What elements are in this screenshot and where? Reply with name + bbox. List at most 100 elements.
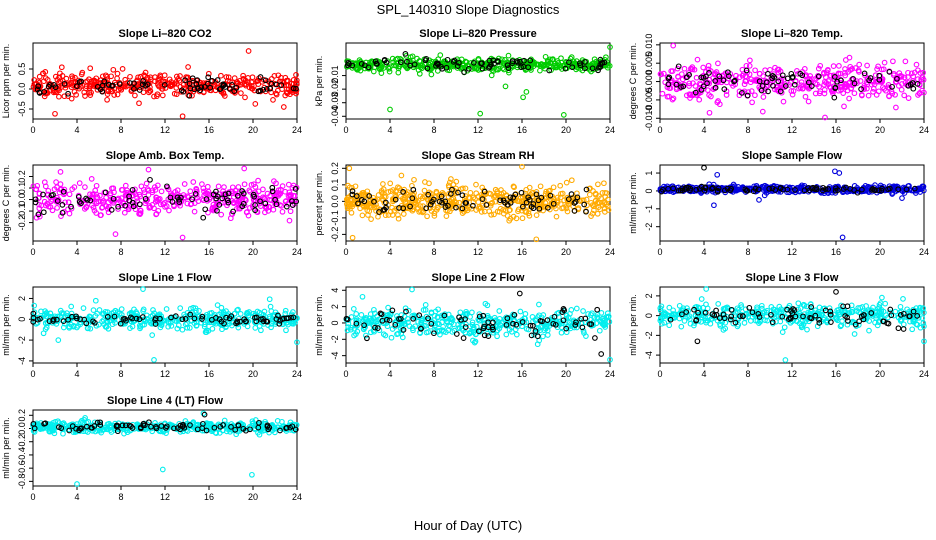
data-point bbox=[544, 332, 551, 338]
data-point bbox=[137, 207, 144, 214]
data-point bbox=[733, 72, 739, 79]
data-point bbox=[162, 85, 169, 91]
data-point bbox=[115, 203, 121, 210]
data-point bbox=[365, 64, 372, 71]
y-tick-label: 0.0 bbox=[17, 193, 27, 206]
data-point bbox=[876, 76, 883, 83]
data-point bbox=[537, 183, 544, 190]
series-0 bbox=[343, 163, 612, 243]
data-point bbox=[186, 92, 193, 99]
data-point bbox=[700, 64, 707, 71]
data-point bbox=[913, 61, 920, 68]
data-point bbox=[424, 65, 431, 72]
data-point bbox=[483, 202, 490, 208]
outlier-point bbox=[822, 114, 828, 121]
data-point bbox=[224, 197, 231, 204]
data-point bbox=[563, 179, 570, 186]
data-point bbox=[500, 197, 507, 204]
data-point bbox=[858, 91, 865, 98]
panel-title: Slope Li–820 Pressure bbox=[419, 28, 536, 40]
data-point bbox=[257, 87, 264, 94]
data-point bbox=[558, 190, 564, 197]
data-point bbox=[44, 90, 50, 96]
data-point bbox=[530, 201, 537, 207]
data-point bbox=[83, 204, 89, 210]
data-point bbox=[410, 186, 417, 193]
outlier-point bbox=[346, 165, 353, 172]
chart-panel-2: Slope Li–820 Temp.degrees C per min.0 4 8 1… bbox=[628, 28, 929, 135]
data-point bbox=[514, 59, 521, 66]
data-point bbox=[486, 57, 493, 64]
data-point bbox=[67, 79, 74, 86]
data-point bbox=[54, 194, 60, 201]
data-point bbox=[817, 62, 824, 69]
data-point bbox=[273, 201, 280, 208]
data-point bbox=[823, 69, 830, 76]
data-point bbox=[836, 63, 842, 69]
data-point bbox=[366, 193, 373, 199]
data-point bbox=[58, 64, 65, 71]
data-point bbox=[686, 80, 693, 87]
data-point bbox=[478, 209, 485, 215]
data-point bbox=[525, 194, 532, 201]
data-point bbox=[377, 64, 384, 71]
x-tick-label: 8 bbox=[118, 369, 123, 379]
data-point bbox=[540, 333, 546, 340]
data-point bbox=[847, 63, 854, 70]
data-point bbox=[163, 306, 170, 312]
data-point bbox=[563, 205, 570, 212]
outlier-point bbox=[387, 106, 393, 113]
data-point bbox=[275, 72, 282, 79]
x-tick-label: 24 bbox=[292, 369, 302, 379]
data-point bbox=[706, 70, 712, 76]
data-point bbox=[36, 205, 43, 212]
x-tick-label: 0 bbox=[343, 125, 348, 135]
data-point bbox=[429, 198, 435, 205]
series-0 bbox=[657, 42, 927, 121]
data-point bbox=[739, 90, 745, 96]
data-point bbox=[594, 306, 601, 313]
data-point bbox=[414, 55, 420, 62]
data-point bbox=[282, 198, 289, 205]
data-point bbox=[94, 86, 101, 93]
data-point bbox=[533, 189, 540, 195]
data-point bbox=[842, 69, 848, 76]
data-point bbox=[882, 300, 889, 307]
data-point bbox=[393, 205, 400, 212]
data-point bbox=[739, 72, 746, 79]
data-point bbox=[601, 180, 607, 187]
x-tick-label: 8 bbox=[431, 247, 436, 257]
outlier-point bbox=[57, 169, 64, 175]
data-point bbox=[198, 84, 205, 91]
panel-title: Slope Gas Stream RH bbox=[421, 150, 534, 162]
data-point bbox=[83, 195, 89, 202]
data-point bbox=[507, 194, 514, 201]
data-point bbox=[141, 72, 147, 78]
data-point bbox=[521, 57, 527, 64]
outlier-point bbox=[502, 83, 509, 90]
x-tick-label: 12 bbox=[787, 125, 797, 135]
data-point bbox=[579, 197, 585, 204]
data-point bbox=[93, 75, 100, 82]
x-tick-label: 20 bbox=[248, 369, 258, 379]
data-point bbox=[799, 85, 806, 92]
x-tick-label: 0 bbox=[30, 492, 35, 502]
data-point bbox=[390, 59, 396, 66]
data-point bbox=[285, 181, 292, 188]
data-point bbox=[459, 192, 466, 199]
data-point bbox=[789, 74, 796, 81]
data-point bbox=[664, 84, 671, 91]
x-tick-label: 24 bbox=[605, 247, 615, 257]
data-point bbox=[287, 208, 294, 215]
y-axis-label: percent per min. bbox=[314, 170, 324, 235]
data-point bbox=[411, 176, 417, 183]
data-point bbox=[879, 294, 885, 301]
data-point bbox=[343, 196, 350, 203]
data-point bbox=[842, 72, 849, 79]
data-point bbox=[838, 77, 844, 84]
data-point bbox=[794, 68, 800, 74]
data-point bbox=[468, 60, 474, 66]
data-point bbox=[140, 186, 147, 193]
x-tick-label: 20 bbox=[561, 247, 571, 257]
